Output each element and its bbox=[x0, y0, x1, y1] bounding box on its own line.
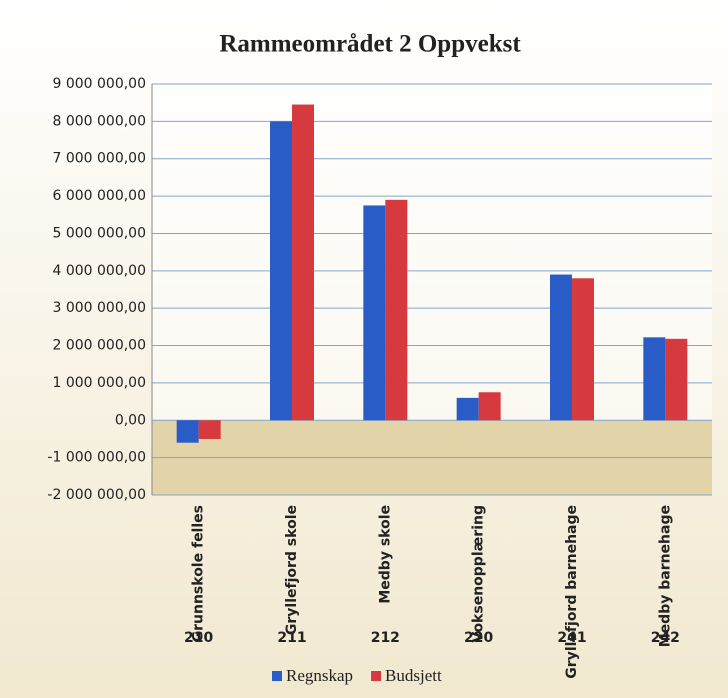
legend-label: Budsjett bbox=[385, 666, 442, 685]
bar bbox=[176, 420, 199, 443]
x-tick-label: Medby barnehage bbox=[657, 505, 673, 647]
y-tick-label: 5 000 000,00 bbox=[52, 225, 146, 241]
bar bbox=[198, 420, 221, 439]
bar bbox=[270, 121, 292, 421]
y-tick-label: 1 000 000,00 bbox=[52, 375, 146, 391]
x-tick-label: Voksenopplæring bbox=[471, 505, 487, 643]
y-tick-label: 8 000 000,00 bbox=[52, 113, 146, 129]
category-code: 220 bbox=[464, 630, 493, 646]
plot-area bbox=[152, 84, 712, 421]
category-code: 241 bbox=[557, 630, 586, 646]
y-tick-label: 3 000 000,00 bbox=[52, 300, 146, 316]
category-code: 242 bbox=[651, 630, 680, 646]
bar bbox=[550, 274, 572, 421]
y-tick-label: 0,00 bbox=[115, 412, 146, 428]
chart-title: Rammeområdet 2 Oppvekst bbox=[219, 31, 521, 58]
x-tick-label: Medby skole bbox=[377, 505, 393, 604]
legend-swatch bbox=[371, 671, 382, 681]
x-tick-label: Gryllefjord barnehage bbox=[564, 505, 580, 679]
y-tick-label: 9 000 000,00 bbox=[52, 76, 146, 92]
category-code: 210 bbox=[184, 630, 213, 646]
y-tick-label: 6 000 000,00 bbox=[52, 188, 146, 204]
bar bbox=[292, 104, 314, 421]
bar bbox=[478, 392, 501, 421]
y-tick-label: 2 000 000,00 bbox=[52, 338, 146, 354]
bar bbox=[456, 397, 479, 421]
legend-label: Regnskap bbox=[286, 666, 353, 685]
bar bbox=[643, 337, 666, 421]
bar bbox=[572, 278, 594, 421]
legend-swatch bbox=[272, 671, 282, 681]
x-tick-label: Grunnskole felles bbox=[191, 505, 207, 642]
y-tick-label: -2 000 000,00 bbox=[47, 487, 146, 503]
y-tick-label: 7 000 000,00 bbox=[52, 151, 146, 167]
bar bbox=[385, 199, 408, 421]
y-tick-label: -1 000 000,00 bbox=[47, 450, 146, 466]
x-tick-label: Gryllefjord skole bbox=[284, 505, 300, 635]
category-code: 212 bbox=[371, 630, 400, 646]
category-code: 211 bbox=[277, 630, 306, 646]
bar bbox=[363, 205, 386, 421]
y-tick-label: 4 000 000,00 bbox=[52, 263, 146, 279]
bar bbox=[665, 338, 688, 421]
